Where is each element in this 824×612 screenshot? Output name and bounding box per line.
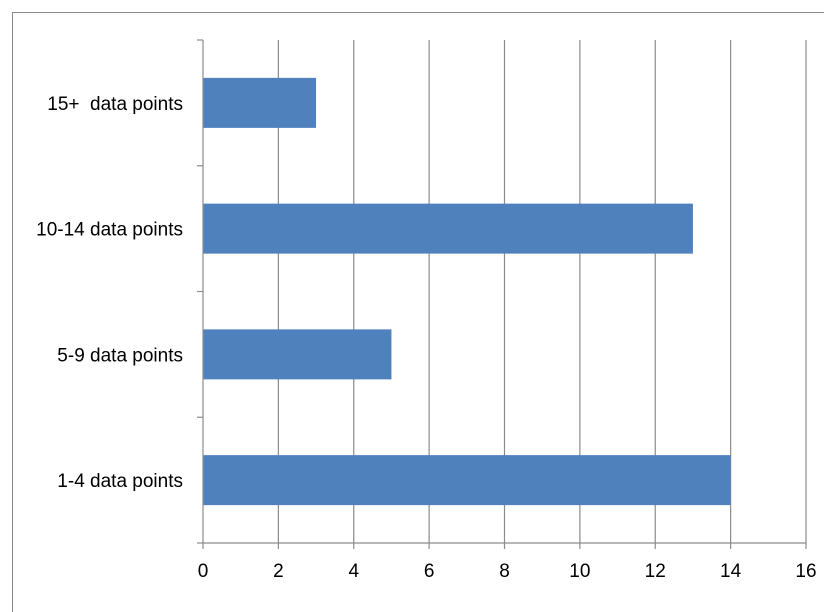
x-tick-label: 12 — [645, 561, 666, 582]
x-tick-label: 16 — [795, 561, 816, 582]
bar — [203, 455, 731, 506]
category-label: 5-9 data points — [57, 345, 183, 366]
category-label: 1-4 data points — [57, 471, 183, 492]
x-tick-label: 2 — [273, 561, 284, 582]
x-tick-label: 8 — [499, 561, 510, 582]
category-label: 10-14 data points — [36, 220, 183, 241]
bars — [203, 77, 731, 506]
x-tick-label: 0 — [198, 561, 209, 582]
bar — [203, 77, 317, 128]
x-tick-label: 4 — [348, 561, 359, 582]
axes — [197, 39, 807, 549]
bar — [203, 203, 693, 254]
x-tick-label: 10 — [569, 561, 590, 582]
x-tick-label: 6 — [424, 561, 435, 582]
chart-area — [12, 12, 824, 612]
category-label: 15+ data points — [47, 94, 183, 115]
bar — [203, 329, 392, 380]
y-axis-category-labels: 15+ data points 10-14 data points 5-9 data… — [36, 94, 183, 492]
x-tick-label: 14 — [720, 561, 742, 582]
x-axis-tick-labels: 0 2 4 6 8 10 12 14 16 — [198, 561, 817, 582]
